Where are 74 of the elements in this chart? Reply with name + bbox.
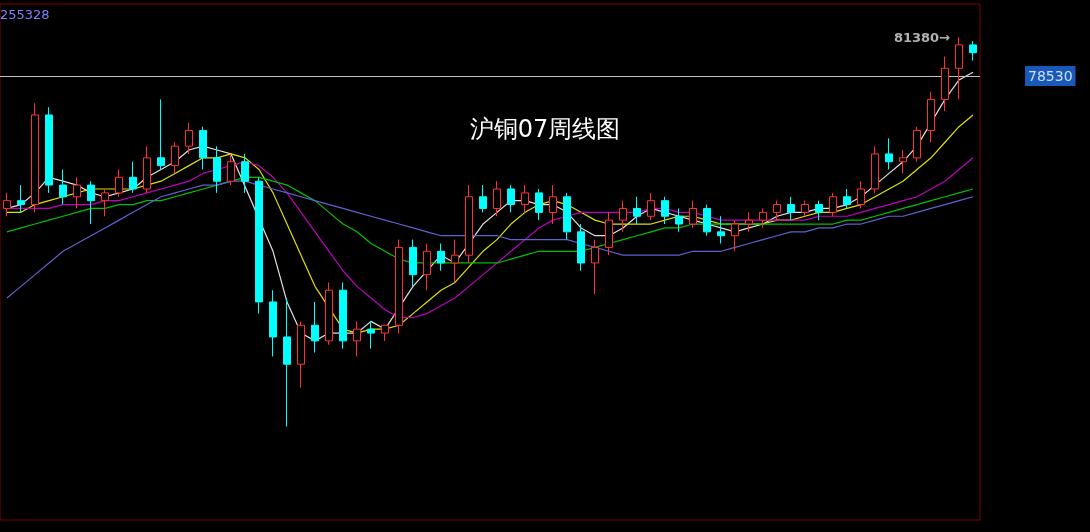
candlestick (115, 169, 123, 198)
candlestick (283, 297, 291, 428)
candlestick (899, 149, 907, 174)
candlestick (717, 215, 725, 244)
candlestick (885, 137, 893, 171)
candlestick (745, 211, 753, 233)
candlestick (969, 40, 977, 61)
candlestick (787, 196, 795, 221)
candlestick (269, 289, 277, 357)
candlestick (731, 219, 739, 252)
candlestick (493, 180, 501, 217)
candlestick (703, 204, 711, 237)
candlestick (801, 200, 809, 217)
candlestick (829, 192, 837, 217)
candlestick (871, 145, 879, 194)
candlestick (213, 145, 221, 194)
candlestick (395, 239, 403, 334)
candlestick (451, 239, 459, 283)
candlestick (815, 200, 823, 221)
candlestick (381, 324, 389, 342)
candlestick (633, 196, 641, 225)
candlestick (423, 243, 431, 291)
candlestick (129, 161, 137, 194)
candlestick (367, 320, 375, 350)
candlestick (941, 56, 949, 112)
candlestick (171, 141, 179, 174)
candlestick (465, 184, 473, 264)
candlestick (185, 122, 193, 155)
candlestick (689, 200, 697, 229)
candlestick (521, 184, 529, 213)
candlestick (101, 188, 109, 217)
candlestick (255, 176, 263, 315)
candlestick (17, 184, 25, 213)
candlestick (507, 184, 515, 213)
candlestick (339, 281, 347, 350)
candlestick (605, 211, 613, 256)
candlestick (563, 192, 571, 241)
annotation: 81380→ (893, 29, 951, 45)
text: 沪铜07周线图 (469, 115, 621, 143)
candlestick (759, 207, 767, 229)
candlestick (857, 180, 865, 209)
candlestick (913, 126, 921, 163)
candlestick (955, 36, 963, 100)
candlestick (325, 281, 333, 346)
candlestick (591, 239, 599, 295)
candlestick (409, 239, 417, 287)
candlestick (311, 301, 319, 354)
candlestick (661, 196, 669, 225)
candlestick (45, 106, 53, 194)
text: 78530 (1028, 68, 1073, 85)
candlestick (773, 200, 781, 221)
candlestick (241, 153, 249, 194)
candlestick (227, 153, 235, 186)
candlestick (577, 223, 585, 272)
candlestick (199, 126, 207, 171)
candlestick (3, 192, 11, 217)
candlestick (927, 91, 935, 143)
candlestick (535, 188, 543, 221)
candlestick (87, 180, 95, 225)
candlestick (59, 169, 67, 206)
candlestick (647, 192, 655, 221)
candlestick (843, 188, 851, 209)
candlestick (619, 200, 627, 233)
candlestick (549, 184, 557, 225)
candlestick (675, 207, 683, 233)
candlestick (157, 98, 165, 171)
candlestick (479, 184, 487, 213)
candlestick (353, 320, 361, 357)
candlestick (31, 102, 39, 213)
candlestick (143, 145, 151, 194)
candlestick (73, 176, 81, 209)
candlestick (437, 243, 445, 272)
text: 255328 (0, 7, 50, 22)
candlestick (297, 320, 305, 389)
